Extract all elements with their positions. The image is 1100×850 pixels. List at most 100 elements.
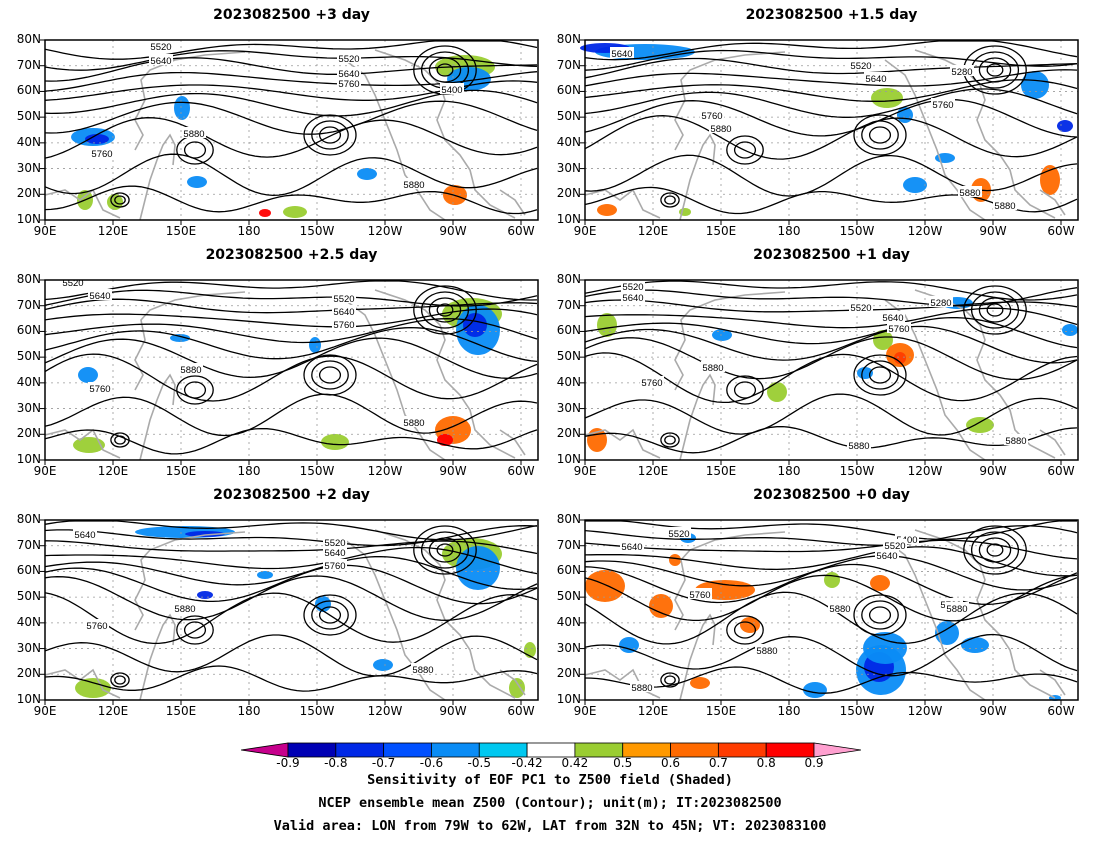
contour-label: 5640 <box>882 313 903 324</box>
lat-label: 30N <box>556 640 581 655</box>
colorbar <box>241 742 861 758</box>
lat-label: 30N <box>16 400 41 415</box>
sensitivity-shading <box>85 134 109 144</box>
lon-label: 120E <box>97 704 129 718</box>
height-contour <box>44 575 538 621</box>
contour-label: 5760 <box>338 79 359 90</box>
closed-contour <box>868 126 892 144</box>
colorbar-tick: 0.9 <box>804 756 824 770</box>
closed-contour <box>660 672 680 688</box>
height-contour <box>44 185 538 215</box>
closed-contour <box>413 525 477 575</box>
lon-label: 180 <box>237 704 261 718</box>
closed-contour <box>436 303 454 317</box>
sensitivity-shading <box>437 434 453 446</box>
contour-label-bg <box>881 311 905 322</box>
lat-label: 80N <box>556 272 581 286</box>
lat-label: 20N <box>556 426 581 441</box>
height-contour <box>584 525 1078 546</box>
lat-label: 70N <box>16 537 41 552</box>
map-panel: 2023082500 +0 day55205640540055205640576… <box>557 487 1079 718</box>
coastline <box>134 51 246 151</box>
height-contour <box>584 352 1078 404</box>
map-frame <box>44 39 539 221</box>
contour-label-bg <box>700 109 724 120</box>
closed-contour <box>114 675 126 685</box>
lon-label: 120E <box>97 464 129 478</box>
sensitivity-shading <box>871 88 903 108</box>
contour-label-bg <box>402 416 426 427</box>
closed-contour <box>660 192 680 208</box>
closed-contour <box>978 297 1012 323</box>
contour-label-bg <box>958 186 982 197</box>
closed-contour <box>664 195 676 205</box>
sensitivity-shading <box>767 382 787 402</box>
height-contour <box>44 50 538 71</box>
height-contour <box>44 289 538 307</box>
lon-label: 60W <box>1047 704 1075 718</box>
coastline <box>344 299 446 461</box>
closed-contour <box>183 381 207 399</box>
closed-contour <box>183 141 207 159</box>
contour-label: 5880 <box>631 683 652 694</box>
lon-label: 180 <box>777 464 801 478</box>
contour-label: 5640 <box>324 548 345 559</box>
closed-contour <box>963 285 1027 335</box>
contour-label-bg <box>755 644 779 655</box>
contour-label-bg <box>849 59 873 70</box>
contour-label-bg <box>620 540 644 551</box>
contour-label: 5520 <box>884 541 905 552</box>
contour-label-bg <box>323 546 347 557</box>
coastline <box>679 613 716 701</box>
colorbar-tick: -0.9 <box>276 756 300 770</box>
colorbar-tick: -0.8 <box>324 756 348 770</box>
closed-contour <box>176 375 214 405</box>
closed-contour <box>413 285 477 335</box>
lon-label: 180 <box>237 464 261 478</box>
sensitivity-shading <box>649 594 673 618</box>
colorbar-max-arrow <box>813 742 861 758</box>
closed-contour <box>861 360 899 390</box>
colorbar-tick: 0.5 <box>613 756 633 770</box>
lon-label: 150W <box>839 224 875 238</box>
sensitivity-shading <box>1057 120 1073 132</box>
lon-label: 90W <box>439 464 467 478</box>
contour-label-bg <box>149 54 173 65</box>
lat-label: 20N <box>556 186 581 201</box>
contour-label-bg <box>929 296 953 307</box>
map-panel: 2023082500 +2 day 5640 5520 5640 5760 5880 576… <box>17 487 539 718</box>
coastline <box>914 529 1056 699</box>
contour-label-bg <box>667 527 691 538</box>
contour-label: 5280 <box>951 67 972 78</box>
map-panel: 2023082500 +3 day 5520 5640 5520 5640 5760 540… <box>17 7 539 238</box>
panel-title: 2023082500 +2.5 day <box>205 247 378 263</box>
contour-label: 5400 <box>441 85 462 96</box>
map-panel: 2023082500 +2.5 day 5520 5640 5520 5640 5760 5… <box>17 247 539 478</box>
colorbar-swatch <box>574 742 624 758</box>
colorbar-swatch <box>478 742 528 758</box>
lat-label: 80N <box>556 32 581 46</box>
contour-label: 5760 <box>701 111 722 122</box>
caption-line-3: Valid area: LON from 79W to 62W, LAT fro… <box>273 818 827 834</box>
coastline <box>674 531 786 631</box>
lon-label: 60W <box>507 704 535 718</box>
lat-label: 80N <box>16 32 41 46</box>
contour-label: 5640 <box>150 56 171 67</box>
lat-label: 10N <box>556 212 581 226</box>
height-contour <box>584 287 1078 307</box>
lat-label: 40N <box>556 134 581 149</box>
colorbar-min-arrow <box>241 742 289 758</box>
colorbar-tick: 0.7 <box>708 756 728 770</box>
sensitivity-shading <box>509 678 525 698</box>
lat-label: 10N <box>16 452 41 466</box>
lon-label: 150E <box>705 704 737 718</box>
lat-label: 10N <box>16 692 41 706</box>
closed-contour <box>318 606 342 624</box>
contour-label: 5880 <box>994 201 1015 212</box>
contour-label-bg <box>887 322 911 333</box>
closed-contour <box>318 366 342 384</box>
lon-label: 90E <box>573 704 597 718</box>
lat-label: 30N <box>556 160 581 175</box>
coastline <box>139 613 176 701</box>
